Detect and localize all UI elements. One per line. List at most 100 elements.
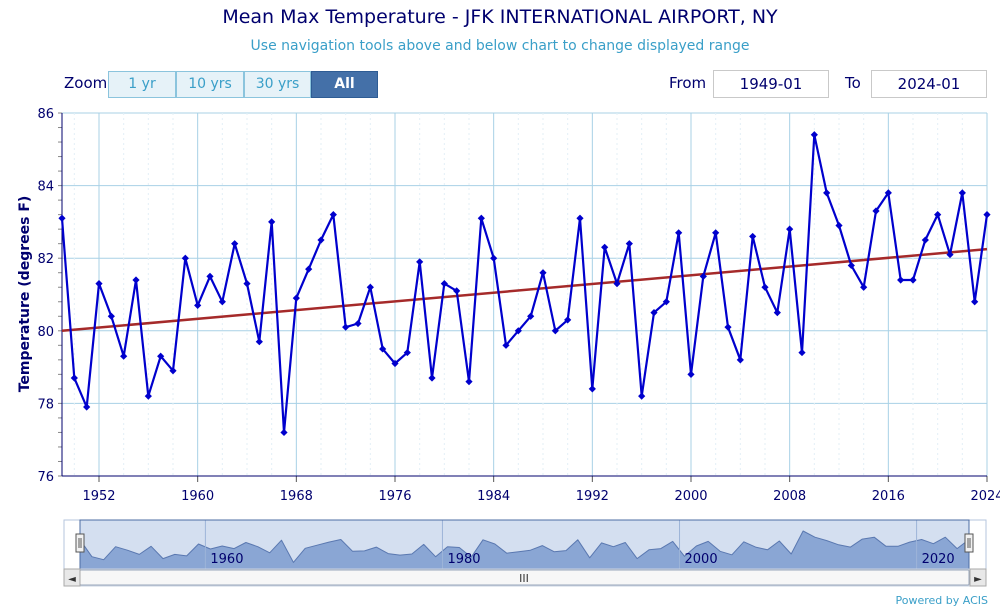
data-point[interactable] — [280, 428, 288, 437]
data-point[interactable] — [798, 348, 806, 357]
data-point[interactable] — [70, 374, 78, 382]
data-point[interactable] — [625, 240, 633, 248]
data-point[interactable] — [823, 189, 831, 197]
data-point[interactable] — [157, 352, 165, 360]
data-point[interactable] — [551, 327, 559, 335]
data-point[interactable] — [502, 341, 510, 349]
data-point[interactable] — [872, 207, 880, 215]
scroll-right-button[interactable] — [969, 568, 987, 587]
data-point[interactable] — [724, 323, 732, 331]
data-point[interactable] — [305, 265, 313, 273]
data-point[interactable] — [292, 294, 300, 302]
data-point[interactable] — [786, 225, 794, 233]
data-point[interactable] — [934, 211, 942, 219]
navigator-left-handle[interactable] — [75, 533, 85, 553]
zoom-1yr-button[interactable]: 1 yr — [108, 71, 176, 98]
data-point[interactable] — [329, 211, 337, 219]
data-point[interactable] — [514, 327, 522, 335]
scroll-right-arrow-icon[interactable]: ► — [974, 574, 982, 585]
zoom-30yrs-button[interactable]: 30 yrs — [244, 71, 311, 98]
zoom-10yrs-button[interactable]: 10 yrs — [176, 71, 244, 98]
data-point[interactable] — [983, 211, 991, 219]
data-point[interactable] — [884, 189, 892, 197]
grid — [62, 112, 988, 477]
data-point[interactable] — [169, 367, 177, 375]
data-point[interactable] — [342, 323, 350, 331]
data-point[interactable] — [243, 280, 251, 288]
data-point[interactable] — [132, 276, 140, 284]
zoom-all-button[interactable]: All — [311, 71, 378, 98]
data-point[interactable] — [440, 280, 448, 288]
data-point[interactable] — [773, 309, 781, 317]
navigator-right-handle-grip[interactable] — [964, 533, 974, 553]
data-point[interactable] — [231, 240, 239, 248]
data-point[interactable] — [909, 276, 917, 284]
data-point[interactable] — [354, 319, 362, 328]
data-point[interactable] — [946, 250, 954, 259]
x-tick-label: 2016 — [872, 489, 905, 504]
scrollbar-grip[interactable]: III — [519, 572, 529, 585]
navigator[interactable]: 1960 1980 2000 2020 III ◄ ► — [63, 519, 987, 587]
from-date-input[interactable]: 1949-01 — [713, 70, 829, 98]
data-point[interactable] — [650, 309, 658, 317]
y-tick-label: 78 — [37, 397, 54, 412]
data-point[interactable] — [662, 298, 670, 306]
data-point[interactable] — [638, 392, 646, 400]
data-point[interactable] — [218, 298, 226, 306]
data-point[interactable] — [206, 272, 214, 280]
data-point[interactable] — [416, 258, 424, 266]
data-point[interactable] — [699, 272, 707, 280]
data-point[interactable] — [391, 359, 399, 368]
data-point[interactable] — [588, 385, 596, 393]
data-point[interactable] — [687, 370, 695, 378]
data-point[interactable] — [144, 392, 152, 400]
data-point[interactable] — [576, 214, 584, 222]
data-point[interactable] — [675, 229, 683, 237]
data-point[interactable] — [58, 214, 66, 222]
data-point[interactable] — [736, 356, 744, 364]
data-point[interactable] — [453, 287, 461, 295]
data-point[interactable] — [749, 232, 757, 241]
data-point[interactable] — [95, 280, 103, 288]
navigator-left-handle-grip[interactable] — [75, 533, 85, 553]
data-point[interactable] — [317, 236, 325, 244]
data-point[interactable] — [428, 374, 436, 382]
data-point[interactable] — [194, 301, 202, 309]
data-point[interactable] — [539, 269, 547, 277]
data-point[interactable] — [465, 378, 473, 386]
data-point[interactable] — [366, 283, 374, 291]
data-point[interactable] — [477, 214, 485, 222]
data-point[interactable] — [761, 283, 769, 291]
y-tick-label: 76 — [37, 470, 54, 485]
data-point[interactable] — [613, 280, 621, 288]
data-point[interactable] — [958, 189, 966, 197]
data-point[interactable] — [971, 298, 979, 306]
navigator-year-label: 2020 — [922, 552, 955, 567]
data-point[interactable] — [860, 283, 868, 291]
data-point[interactable] — [490, 254, 498, 262]
data-point[interactable] — [181, 254, 189, 262]
data-point[interactable] — [564, 316, 572, 324]
x-tick-label: 2024 — [970, 489, 1000, 504]
data-point[interactable] — [712, 229, 720, 237]
data-point[interactable] — [527, 312, 535, 320]
data-point[interactable] — [403, 348, 411, 357]
to-date-input[interactable]: 2024-01 — [871, 70, 987, 98]
y-tick-label: 86 — [37, 107, 54, 122]
data-point[interactable] — [601, 243, 609, 251]
data-point[interactable] — [255, 338, 263, 346]
data-point[interactable] — [847, 261, 855, 270]
data-point[interactable] — [120, 352, 128, 360]
navigator-right-handle[interactable] — [964, 533, 974, 553]
data-point[interactable] — [83, 403, 91, 411]
data-point[interactable] — [268, 218, 276, 226]
credit-link[interactable]: Powered by ACIS — [895, 594, 989, 607]
data-point[interactable] — [835, 221, 843, 230]
data-point[interactable] — [810, 131, 818, 139]
data-point[interactable] — [921, 236, 929, 244]
data-point[interactable] — [379, 345, 387, 353]
scroll-left-arrow-icon[interactable]: ◄ — [68, 574, 76, 585]
data-point[interactable] — [897, 276, 905, 284]
scroll-left-button[interactable] — [63, 568, 81, 587]
data-point[interactable] — [107, 312, 115, 320]
